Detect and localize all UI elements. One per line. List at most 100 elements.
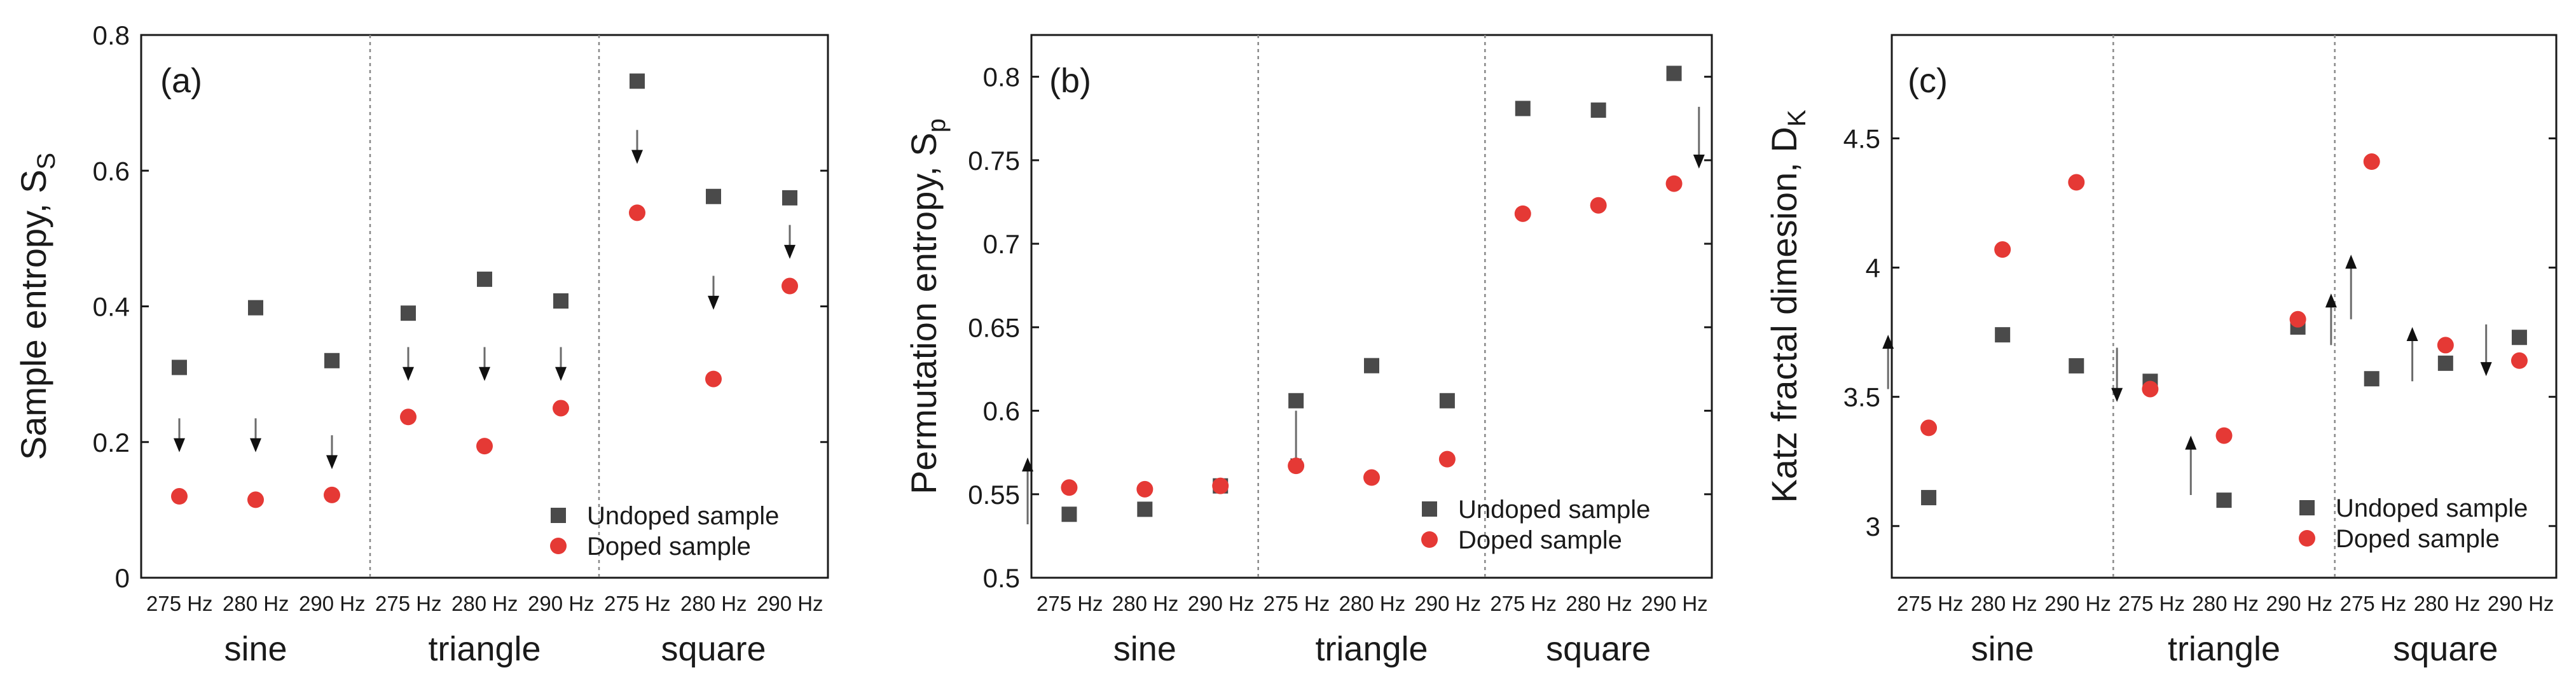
doped-point: [2289, 311, 2306, 328]
x-tick-label: 290 Hz: [757, 592, 823, 615]
y-axis-label-subscript: S: [32, 153, 60, 170]
doped-point: [324, 486, 340, 503]
doped-point: [1136, 480, 1154, 498]
undoped-point: [477, 271, 492, 287]
x-tick-label: 280 Hz: [223, 592, 289, 615]
doped-point: [705, 370, 722, 387]
group-label: triangle: [2168, 630, 2280, 668]
x-tick-label: 275 Hz: [1490, 592, 1557, 615]
legend-label-doped: Doped sample: [587, 533, 751, 561]
doped-point: [2363, 153, 2380, 171]
doped-point: [1288, 457, 1305, 475]
change-arrow-head: [1882, 335, 1894, 349]
doped-point: [629, 204, 645, 221]
change-arrow-head: [250, 438, 261, 452]
legend-marker-doped: [550, 538, 567, 554]
y-tick-label: 0.55: [968, 480, 1020, 510]
y-tick-label: 0.65: [968, 312, 1020, 342]
y-axis-label-main: Sample entropy, S: [13, 170, 53, 461]
doped-point: [1514, 205, 1531, 222]
doped-point: [247, 491, 264, 508]
doped-point: [1061, 479, 1078, 496]
legend-marker-undoped: [551, 508, 566, 523]
doped-point: [2511, 352, 2528, 369]
undoped-point: [2511, 330, 2527, 345]
undoped-point: [1921, 490, 1937, 506]
x-tick-label: 280 Hz: [1971, 592, 2037, 615]
y-axis-label-subscript: p: [923, 118, 951, 132]
group-label: triangle: [1315, 630, 1428, 668]
undoped-point: [2069, 358, 2084, 373]
y-tick-label: 0.7: [983, 229, 1020, 259]
y-tick-label: 3.5: [1843, 382, 1880, 412]
undoped-point: [1439, 393, 1455, 408]
legend-label-undoped: Undoped sample: [2336, 494, 2528, 522]
x-tick-label: 280 Hz: [1566, 592, 1632, 615]
change-arrow-head: [403, 366, 414, 381]
panel-label: (c): [1908, 62, 1948, 100]
panel-label: (b): [1049, 62, 1091, 100]
undoped-point: [1666, 66, 1682, 81]
undoped-point: [324, 352, 340, 368]
change-arrow-head: [2480, 362, 2492, 377]
x-tick-label: 290 Hz: [2488, 592, 2554, 615]
legend-label-undoped: Undoped sample: [1458, 496, 1650, 524]
change-arrow-head: [708, 295, 719, 310]
doped-point: [2215, 427, 2233, 444]
x-tick-label: 290 Hz: [1188, 592, 1255, 615]
y-tick-label: 0.75: [968, 146, 1020, 176]
change-arrow-head: [2406, 326, 2418, 341]
change-arrow-head: [2345, 255, 2357, 269]
undoped-point: [553, 293, 568, 309]
chart-panel-1: 0 0.2 0.4 0.6 0.8 Sample entropy, SS 275 Hz 280…: [13, 20, 829, 668]
x-tick-label: 290 Hz: [528, 592, 595, 615]
group-label: square: [661, 630, 766, 668]
legend-marker-doped: [2299, 530, 2315, 547]
change-arrow-head: [2325, 293, 2337, 308]
y-tick-label: 0.8: [93, 20, 130, 50]
doped-point: [1994, 241, 2011, 258]
legend-marker-undoped: [1422, 501, 1437, 517]
legend-label-doped: Doped sample: [2336, 525, 2500, 553]
y-tick-label: 0.6: [983, 396, 1020, 426]
x-tick-label: 290 Hz: [2266, 592, 2333, 615]
doped-point: [476, 438, 493, 455]
undoped-point: [782, 190, 797, 206]
x-tick-label: 275 Hz: [2118, 592, 2185, 615]
change-arrow-head: [1693, 154, 1705, 169]
undoped-point: [706, 188, 721, 204]
undoped-point: [2437, 355, 2453, 371]
change-arrow-head: [784, 244, 796, 259]
undoped-point: [1995, 327, 2011, 343]
x-tick-label: 280 Hz: [451, 592, 518, 615]
legend-label-doped: Doped sample: [1458, 526, 1622, 554]
x-tick-label: 275 Hz: [1897, 592, 1964, 615]
x-tick-label: 275 Hz: [146, 592, 213, 615]
x-tick-label: 275 Hz: [604, 592, 671, 615]
y-axis-label-main: Permutation entropy, S: [904, 132, 944, 494]
group-label: sine: [1113, 630, 1176, 668]
undoped-point: [401, 305, 416, 321]
doped-point: [2437, 337, 2454, 354]
change-arrow-head: [2111, 387, 2123, 402]
doped-point: [1363, 469, 1380, 486]
y-tick-label: 0.4: [93, 292, 130, 322]
chart-panel-2: 0.5 0.55 0.6 0.65 0.7 0.75 0.8 Permutation entr…: [904, 34, 1713, 668]
undoped-point: [1515, 101, 1531, 116]
doped-point: [1590, 197, 1607, 214]
x-tick-label: 275 Hz: [375, 592, 442, 615]
x-tick-label: 280 Hz: [1339, 592, 1406, 615]
y-axis-label: Katz fractal dimesion, DK: [1764, 109, 1811, 503]
y-tick-label: 0: [115, 563, 130, 593]
y-tick-label: 3: [1866, 512, 1880, 541]
y-tick-label: 0.8: [983, 62, 1020, 92]
y-axis-label-main: Katz fractal dimesion, D: [1764, 127, 1804, 503]
doped-point: [1438, 450, 1456, 468]
y-axis-label-subscript: K: [1783, 109, 1811, 127]
doped-point: [2142, 380, 2159, 398]
x-tick-label: 280 Hz: [2192, 592, 2259, 615]
legend-label-undoped: Undoped sample: [587, 502, 779, 530]
undoped-point: [1590, 102, 1606, 118]
legend-marker-undoped: [2299, 500, 2315, 515]
undoped-point: [1288, 393, 1304, 408]
